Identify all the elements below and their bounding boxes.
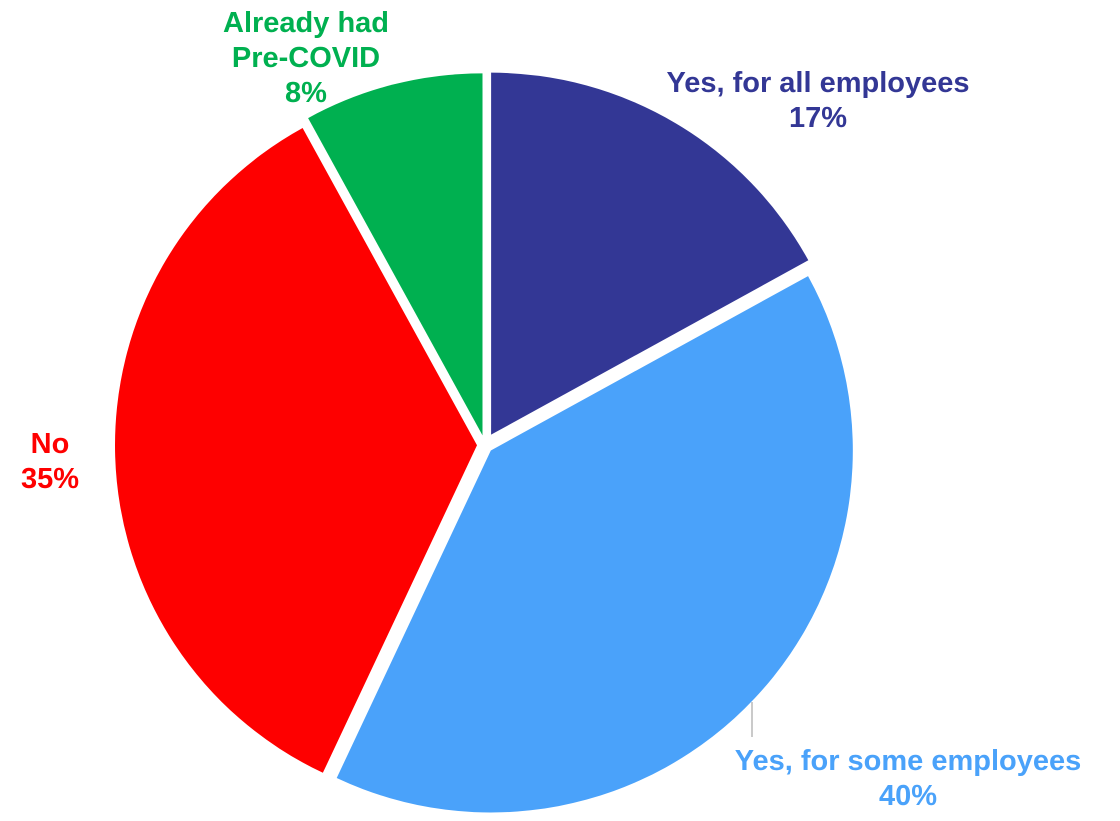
pie-slice-yes-for-all-employees [491,72,809,435]
pie-slice-no [115,128,478,773]
data-labels: Yes, for all employees 17% Yes, for some e… [21,7,1081,812]
data-label-yes-for-some-employees: Yes, for some employees 40% [735,745,1082,812]
data-label-already-had-pre-covid: Already had Pre-COVID 8% [223,7,389,109]
pie-slice-already-had-pre-covid [308,73,483,436]
data-label-yes-for-all-employees: Yes, for all employees 17% [666,67,969,134]
pie-slice-yes-for-some-employees [336,276,853,813]
slices-layer [115,72,853,813]
data-label-no: No 35% [21,428,79,495]
